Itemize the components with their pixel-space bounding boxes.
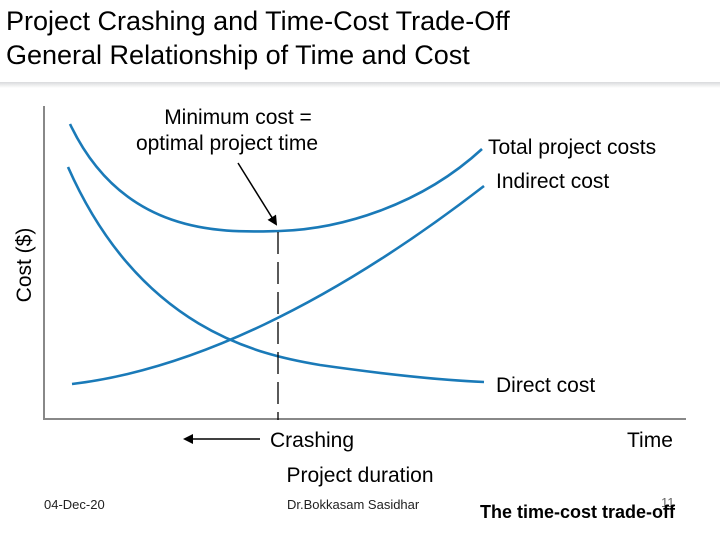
- series-label-direct: Direct cost: [496, 374, 595, 397]
- footer-date: 04-Dec-20: [44, 497, 105, 512]
- title-line-2: General Relationship of Time and Cost: [6, 40, 470, 70]
- footer-author: Dr.Bokkasam Sasidhar: [287, 497, 420, 512]
- y-axis-label: Cost ($): [13, 228, 36, 303]
- direct-cost-curve: [66, 166, 485, 384]
- title-line-1: Project Crashing and Time-Cost Trade-Off: [6, 6, 510, 36]
- annotation-line-1: Minimum cost =: [164, 106, 312, 129]
- crashing-label: Crashing: [270, 429, 354, 452]
- series-label-total: Total project costs: [488, 136, 656, 159]
- indirect-cost-curve: [71, 184, 485, 386]
- annotation-line-2: optimal project time: [136, 132, 318, 155]
- minimum-cost-arrow: [237, 162, 278, 226]
- footer-caption: The time-cost trade-off: [480, 502, 676, 522]
- title-divider: [0, 82, 720, 88]
- x-axis-subtitle: Project duration: [286, 464, 433, 487]
- x-axis-label: Time: [627, 429, 673, 452]
- footer-page-number: 11: [661, 495, 675, 510]
- series-label-indirect: Indirect cost: [496, 170, 609, 193]
- slide-title: Project Crashing and Time-Cost Trade-Off…: [6, 4, 706, 72]
- total-cost-curve: [68, 123, 483, 233]
